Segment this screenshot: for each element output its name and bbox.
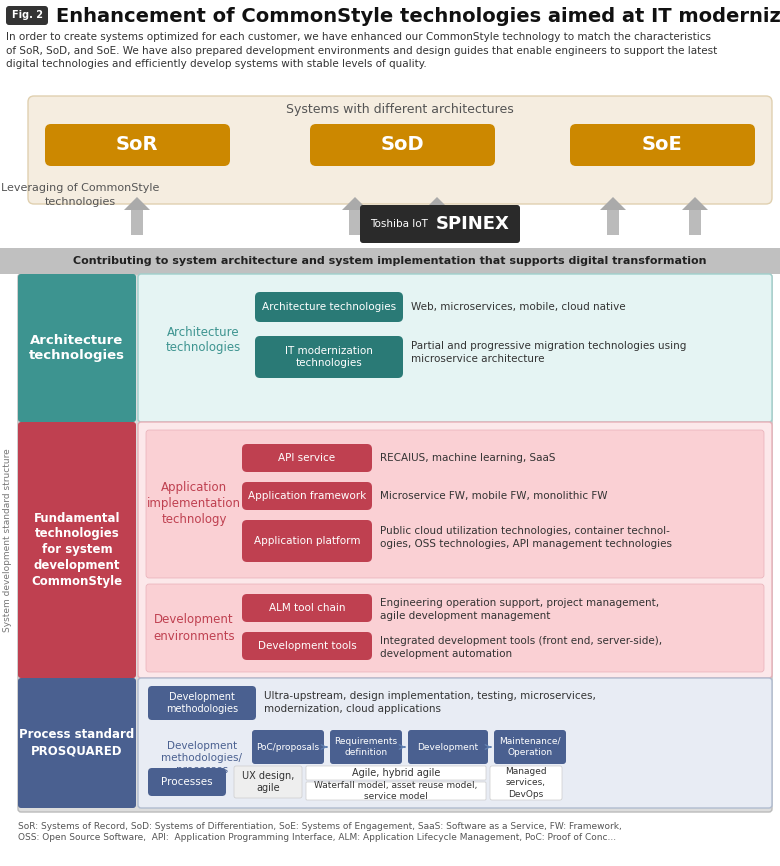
Text: Contributing to system architecture and system implementation that supports digi: Contributing to system architecture and … (73, 256, 707, 266)
Text: Development: Development (417, 742, 479, 752)
Text: ALM tool chain: ALM tool chain (269, 603, 346, 613)
Text: In order to create systems optimized for each customer, we have enhanced our Com: In order to create systems optimized for… (6, 32, 718, 69)
Text: SoD: SoD (380, 135, 424, 154)
FancyBboxPatch shape (330, 730, 402, 764)
Text: Public cloud utilization technologies, container technol-
ogies, OSS technologie: Public cloud utilization technologies, c… (380, 526, 672, 549)
FancyBboxPatch shape (18, 678, 136, 808)
FancyBboxPatch shape (45, 124, 230, 166)
FancyBboxPatch shape (18, 274, 772, 812)
Text: Enhancement of CommonStyle technologies aimed at IT modernization: Enhancement of CommonStyle technologies … (56, 7, 780, 26)
FancyBboxPatch shape (138, 678, 772, 808)
Text: Fig. 2: Fig. 2 (12, 10, 42, 21)
Bar (349, 210, 361, 235)
Text: System development standard structure: System development standard structure (3, 448, 12, 632)
Text: Ultra-upstream, design implementation, testing, microservices,
modernization, cl: Ultra-upstream, design implementation, t… (264, 691, 596, 714)
Text: Application framework: Application framework (248, 491, 366, 501)
FancyBboxPatch shape (490, 766, 562, 800)
Text: Development tools: Development tools (257, 641, 356, 651)
Polygon shape (124, 197, 150, 210)
FancyBboxPatch shape (242, 482, 372, 510)
Text: Development
methodologies: Development methodologies (166, 692, 238, 714)
Text: Managed
services,
DevOps: Managed services, DevOps (505, 767, 547, 798)
Text: SoR: Systems of Record, SoD: Systems of Differentiation, SoE: Systems of Engagem: SoR: Systems of Record, SoD: Systems of … (18, 822, 622, 831)
FancyBboxPatch shape (138, 422, 772, 678)
Text: RECAIUS, machine learning, SaaS: RECAIUS, machine learning, SaaS (380, 453, 555, 463)
Text: Leveraging of CommonStyle
technologies: Leveraging of CommonStyle technologies (1, 184, 159, 207)
Text: Agile, hybrid agile: Agile, hybrid agile (352, 768, 440, 778)
FancyBboxPatch shape (494, 730, 566, 764)
Bar (431, 210, 443, 235)
FancyBboxPatch shape (242, 444, 372, 472)
Text: Processes: Processes (161, 777, 213, 787)
Text: SoE: SoE (642, 135, 682, 154)
Polygon shape (424, 197, 450, 210)
Text: Requirements
definition: Requirements definition (335, 737, 398, 757)
Text: Architecture technologies: Architecture technologies (262, 302, 396, 312)
FancyBboxPatch shape (148, 768, 226, 796)
FancyBboxPatch shape (234, 766, 302, 798)
Polygon shape (600, 197, 626, 210)
FancyBboxPatch shape (6, 6, 48, 25)
FancyBboxPatch shape (252, 730, 324, 764)
Text: Development
methodologies/
processes: Development methodologies/ processes (161, 740, 243, 775)
Text: Architecture
technologies: Architecture technologies (29, 333, 125, 363)
Polygon shape (682, 197, 708, 210)
Text: UX design,
agile: UX design, agile (242, 771, 294, 793)
Bar (689, 210, 701, 235)
FancyBboxPatch shape (360, 205, 520, 243)
Text: API service: API service (278, 453, 335, 463)
FancyBboxPatch shape (306, 782, 486, 800)
Text: Systems with different architectures: Systems with different architectures (286, 103, 514, 116)
Text: Engineering operation support, project management,
agile development management: Engineering operation support, project m… (380, 598, 659, 621)
Text: Process standard
PROSQUARED: Process standard PROSQUARED (20, 728, 135, 758)
Text: SoR: SoR (115, 135, 158, 154)
FancyBboxPatch shape (242, 594, 372, 622)
Text: Application
implementation
technology: Application implementation technology (147, 481, 241, 527)
Text: Maintenance/
Operation: Maintenance/ Operation (499, 737, 561, 757)
Bar (0, 248, 780, 274)
FancyBboxPatch shape (310, 124, 495, 166)
Text: Application platform: Application platform (254, 536, 360, 546)
FancyBboxPatch shape (242, 520, 372, 562)
Text: Architecture
technologies: Architecture technologies (165, 326, 240, 354)
FancyBboxPatch shape (18, 422, 136, 678)
Text: Toshiba IoT: Toshiba IoT (370, 219, 431, 229)
Text: Partial and progressive migration technologies using
microservice architecture: Partial and progressive migration techno… (411, 341, 686, 365)
Text: OSS: Open Source Software,  API:  Application Programming Interface, ALM: Applic: OSS: Open Source Software, API: Applicat… (18, 833, 616, 842)
FancyBboxPatch shape (138, 274, 772, 422)
FancyBboxPatch shape (408, 730, 488, 764)
FancyBboxPatch shape (242, 632, 372, 660)
FancyBboxPatch shape (570, 124, 755, 166)
Text: IT modernization
technologies: IT modernization technologies (285, 346, 373, 368)
Text: Waterfall model, asset reuse model,
service model: Waterfall model, asset reuse model, serv… (314, 781, 477, 801)
FancyBboxPatch shape (255, 292, 403, 322)
Text: SPINEX: SPINEX (436, 215, 510, 233)
Text: Microservice FW, mobile FW, monolithic FW: Microservice FW, mobile FW, monolithic F… (380, 491, 608, 501)
FancyBboxPatch shape (148, 686, 256, 720)
FancyBboxPatch shape (146, 584, 764, 672)
Bar (607, 210, 619, 235)
Text: Integrated development tools (front end, server-side),
development automation: Integrated development tools (front end,… (380, 636, 662, 659)
Bar (131, 210, 143, 235)
Text: Fundamental
technologies
for system
development
CommonStyle: Fundamental technologies for system deve… (31, 512, 122, 589)
Text: PoC/proposals: PoC/proposals (257, 742, 320, 752)
FancyBboxPatch shape (306, 766, 486, 780)
Polygon shape (342, 197, 368, 210)
Text: Web, microservices, mobile, cloud native: Web, microservices, mobile, cloud native (411, 302, 626, 312)
FancyBboxPatch shape (18, 274, 136, 422)
FancyBboxPatch shape (146, 430, 764, 578)
FancyBboxPatch shape (28, 96, 772, 204)
FancyBboxPatch shape (255, 336, 403, 378)
Text: Development
environments: Development environments (153, 613, 235, 643)
